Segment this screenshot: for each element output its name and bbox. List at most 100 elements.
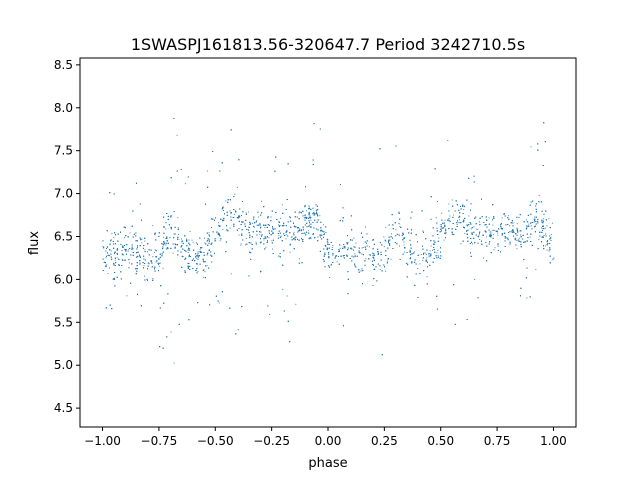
scatter-point: [293, 232, 295, 234]
scatter-point: [257, 211, 259, 213]
scatter-point: [225, 200, 227, 202]
scatter-point: [451, 228, 453, 230]
scatter-point: [440, 247, 441, 249]
scatter-point: [264, 224, 266, 226]
scatter-point: [513, 235, 514, 237]
scatter-point: [455, 200, 457, 202]
scatter-point: [256, 220, 258, 222]
scatter-point: [235, 210, 237, 212]
scatter-point: [328, 247, 330, 249]
scatter-point: [328, 265, 330, 267]
scatter-point: [255, 243, 257, 245]
scatter-point: [466, 230, 468, 232]
scatter-point: [409, 251, 411, 253]
scatter-point: [383, 264, 385, 266]
scatter-point: [278, 255, 280, 257]
scatter-point: [208, 267, 210, 269]
scatter-point: [537, 219, 539, 221]
scatter-point: [106, 255, 107, 257]
scatter-point: [222, 207, 224, 209]
scatter-point: [542, 230, 543, 231]
scatter-point: [452, 205, 454, 207]
scatter-point: [163, 232, 165, 234]
scatter-point: [317, 240, 319, 242]
scatter-point: [513, 231, 515, 233]
scatter-point: [187, 266, 189, 268]
scatter-point: [167, 242, 169, 244]
scatter-point: [327, 239, 329, 241]
scatter-point: [248, 226, 250, 228]
scatter-point: [143, 264, 145, 266]
scatter-point: [137, 293, 138, 295]
scatter-point: [462, 221, 464, 223]
scatter-point: [444, 232, 446, 234]
scatter-point: [250, 252, 252, 254]
scatter-point: [301, 239, 303, 241]
scatter-point: [372, 285, 374, 286]
scatter-point: [130, 254, 132, 256]
scatter-point: [441, 227, 443, 229]
scatter-point: [189, 255, 190, 257]
scatter-point: [253, 226, 255, 228]
scatter-point: [291, 239, 293, 241]
scatter-point: [358, 269, 360, 271]
scatter-point: [315, 204, 317, 206]
scatter-point: [154, 266, 156, 268]
scatter-point: [488, 229, 490, 231]
scatter-point: [300, 212, 302, 214]
scatter-point: [505, 237, 507, 239]
scatter-point: [121, 265, 123, 266]
scatter-point: [368, 246, 370, 248]
scatter-point: [445, 228, 447, 230]
scatter-point: [470, 228, 472, 230]
scatter-point: [425, 238, 427, 240]
scatter-point: [541, 231, 543, 233]
scatter-point: [316, 205, 318, 207]
scatter-point: [384, 239, 386, 241]
scatter-point: [323, 248, 325, 250]
scatter-point: [111, 233, 113, 235]
scatter-point: [335, 255, 337, 257]
scatter-point: [474, 279, 476, 280]
scatter-point: [193, 258, 194, 260]
scatter-point: [109, 249, 111, 251]
scatter-point: [196, 258, 198, 260]
scatter-point: [365, 226, 366, 228]
scatter-point: [467, 229, 469, 231]
scatter-point: [449, 215, 451, 217]
scatter-point: [484, 224, 486, 226]
scatter-point: [197, 254, 199, 256]
scatter-point: [224, 213, 225, 215]
scatter-point: [411, 261, 413, 263]
scatter-point: [278, 221, 280, 223]
scatter-point: [530, 225, 532, 227]
scatter-point: [259, 224, 261, 226]
scatter-point: [313, 227, 315, 229]
scatter-point: [124, 237, 126, 238]
scatter-point: [327, 241, 329, 243]
scatter-point: [192, 241, 194, 243]
scatter-point: [165, 222, 167, 224]
scatter-point: [305, 217, 307, 219]
scatter-point: [272, 226, 273, 228]
scatter-point: [129, 232, 131, 234]
scatter-point: [339, 244, 341, 246]
scatter-point: [136, 256, 138, 258]
scatter-point: [135, 240, 137, 242]
scatter-point: [380, 259, 382, 261]
scatter-point: [403, 241, 405, 243]
scatter-point: [472, 243, 473, 245]
scatter-point: [135, 268, 137, 270]
scatter-point: [241, 229, 243, 231]
scatter-point: [223, 219, 225, 221]
scatter-point: [203, 252, 205, 253]
scatter-point: [492, 219, 493, 221]
scatter-point: [498, 243, 499, 245]
scatter-point: [361, 247, 363, 249]
scatter-point: [389, 239, 391, 241]
scatter-point: [479, 239, 481, 240]
scatter-point: [377, 248, 379, 250]
scatter-point: [302, 227, 304, 229]
scatter-point: [177, 254, 179, 256]
